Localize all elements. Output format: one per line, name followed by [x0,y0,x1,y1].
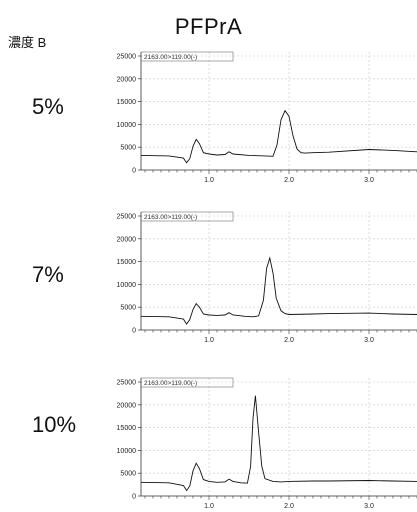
panel-7-xtick-label: 3.0 [364,337,374,344]
panel-10-trace-header: 2163.00>119.00(-) [144,380,197,387]
panel-7-xtick-label: 1.0 [204,337,214,344]
panel-7-xtick-label: 2.0 [284,337,294,344]
panel-10-xtick-label: 3.0 [364,503,374,510]
panel-7-ytick-label: 10000 [117,282,137,289]
panel-5-ytick-label: 10000 [117,122,137,129]
panel-10-xtick-label: 2.0 [284,503,294,510]
panel-5-trace-header: 2163.00>119.00(-) [144,54,197,61]
panel-7-trace-line [141,258,417,324]
panel-7-ytick-label: 5000 [120,305,136,312]
panel-5-ytick-label: 5000 [120,145,136,152]
panel-5-ytick-label: 15000 [117,99,137,106]
panel-10-ytick-label: 15000 [117,425,137,432]
panel-7-ytick-label: 20000 [117,236,137,243]
panel-10-ytick-label: 25000 [117,380,137,387]
panel-7-ytick-label: 25000 [117,214,137,221]
panel-10-xtick-label: 1.0 [204,503,214,510]
panel-10-ytick-label: 20000 [117,402,137,409]
panel-5-xtick-label: 2.0 [284,177,294,184]
panel-10-trace-line [141,396,417,491]
panel-7-trace-header: 2163.00>119.00(-) [144,214,197,221]
panel-10-ytick-label: 0 [132,494,136,501]
panel-5-xtick-label: 3.0 [364,177,374,184]
panel-5-ytick-label: 25000 [117,54,137,61]
panel-10-ytick-label: 10000 [117,448,137,455]
panel-5-ytick-label: 0 [132,168,136,175]
panel-5-ytick-label: 20000 [117,76,137,83]
panel-5-xtick-label: 1.0 [204,177,214,184]
panel-7-ytick-label: 0 [132,328,136,335]
panel-10-ytick-label: 5000 [120,471,136,478]
panel-5-trace-line [141,111,417,163]
panel-7-ytick-label: 15000 [117,259,137,266]
